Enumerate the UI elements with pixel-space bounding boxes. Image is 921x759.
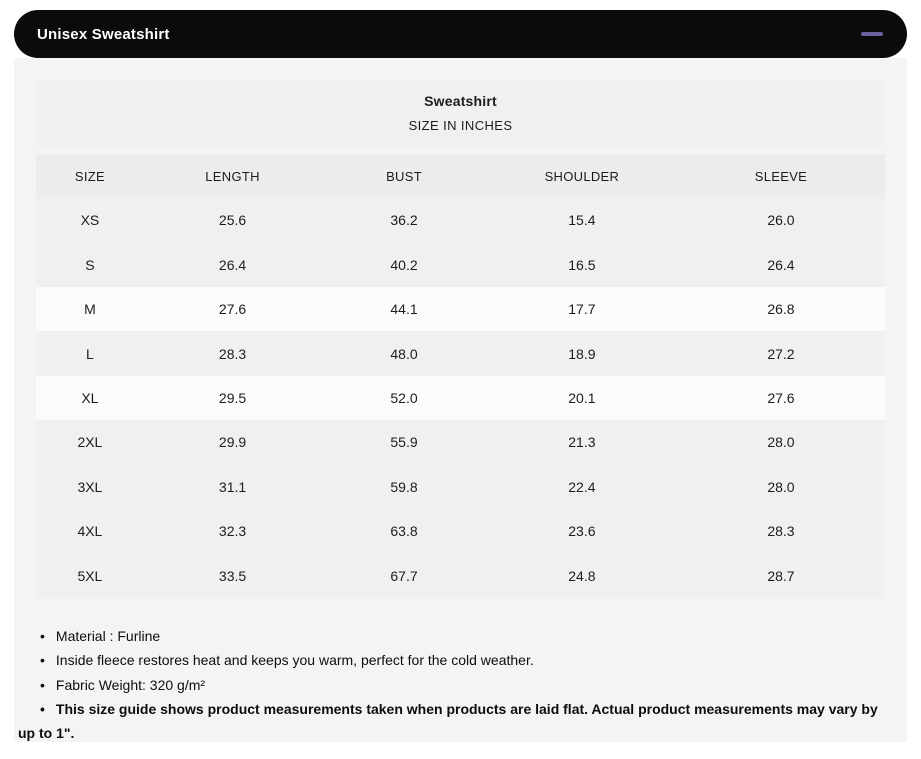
- bust-cell: 48.0: [390, 345, 418, 362]
- sleeve-cell: 27.6: [767, 389, 795, 406]
- sleeve-cell: 28.7: [767, 567, 795, 584]
- note-item: • This size guide shows product measureme…: [18, 697, 893, 746]
- length-cell: 31.1: [218, 478, 247, 495]
- sleeve-cell: 27.2: [767, 345, 795, 362]
- table-row: 4XL 32.3 63.8 23.6 28.3: [36, 509, 885, 554]
- shoulder-cell: 23.6: [568, 523, 596, 540]
- table-row: 2XL 29.9 55.9 21.3 28.0: [36, 420, 885, 465]
- length-cell: 28.3: [218, 345, 247, 362]
- shoulder-cell: 22.4: [568, 478, 596, 495]
- sleeve-cell: 26.4: [767, 256, 795, 273]
- table-row: 3XL 31.1 59.8 22.4 28.0: [36, 464, 885, 510]
- length-cell: 32.3: [218, 523, 247, 540]
- length-cell: 27.6: [218, 301, 247, 318]
- table-row: M 27.6 44.1 17.7 26.8: [36, 286, 885, 332]
- column-header-length: LENGTH: [205, 168, 260, 184]
- sleeve-cell: 28.3: [767, 523, 795, 540]
- size-cell: S: [85, 256, 95, 273]
- length-cell: 29.9: [218, 434, 247, 451]
- table-row: S 26.4 40.2 16.5 26.4: [36, 242, 885, 287]
- bust-cell: 55.9: [390, 434, 418, 451]
- shoulder-cell: 18.9: [568, 345, 596, 362]
- note-text: Fabric Weight: 320 g/m²: [55, 676, 206, 693]
- length-cell: 29.5: [218, 389, 247, 406]
- bullet-icon: •: [40, 700, 45, 717]
- size-chart-table: Sweatshirt SIZE IN INCHES SIZE LENGTH BU…: [36, 80, 885, 598]
- size-cell: 4XL: [77, 523, 103, 540]
- minus-icon: [861, 32, 883, 36]
- length-cell: 25.6: [218, 212, 247, 229]
- bust-cell: 36.2: [390, 212, 418, 229]
- size-cell: 5XL: [77, 567, 103, 584]
- bust-cell: 44.1: [390, 301, 418, 318]
- note-item: • Material : Furline: [18, 624, 893, 648]
- column-header-shoulder: SHOULDER: [544, 168, 620, 184]
- sleeve-cell: 26.8: [767, 301, 795, 318]
- column-header-bust: BUST: [386, 168, 422, 184]
- bullet-icon: •: [40, 652, 45, 669]
- table-body: XS 25.6 36.2 15.4 26.0 S 26.4 40.2 16.5 …: [36, 198, 885, 598]
- size-cell: L: [86, 345, 94, 362]
- collapse-button[interactable]: [857, 19, 887, 49]
- table-row: XS 25.6 36.2 15.4 26.0: [36, 198, 885, 243]
- table-title: Sweatshirt: [424, 93, 497, 109]
- table-header-row: SIZE LENGTH BUST SHOULDER SLEEVE: [36, 154, 885, 198]
- size-cell: M: [84, 301, 96, 318]
- note-text: Material : Furline: [55, 627, 161, 644]
- shoulder-cell: 17.7: [568, 301, 596, 318]
- shoulder-cell: 16.5: [568, 256, 596, 273]
- column-header-sleeve: SLEEVE: [754, 168, 808, 184]
- size-cell: 2XL: [77, 434, 103, 451]
- bust-cell: 67.7: [390, 567, 418, 584]
- size-cell: XL: [81, 389, 99, 406]
- accordion-header-unisex-sweatshirt[interactable]: Unisex Sweatshirt: [14, 10, 907, 58]
- bullet-icon: •: [40, 676, 45, 693]
- note-item: • Fabric Weight: 320 g/m²: [18, 673, 893, 697]
- table-subtitle: SIZE IN INCHES: [408, 118, 513, 133]
- table-caption: Sweatshirt SIZE IN INCHES: [36, 80, 885, 146]
- shoulder-cell: 15.4: [568, 212, 596, 229]
- product-notes: • Material : Furline • Inside fleece restor…: [18, 624, 893, 745]
- sleeve-cell: 28.0: [767, 478, 795, 495]
- sleeve-cell: 26.0: [767, 212, 795, 229]
- length-cell: 33.5: [218, 567, 247, 584]
- bullet-icon: •: [40, 627, 45, 644]
- size-cell: XS: [80, 212, 100, 229]
- column-header-size: SIZE: [74, 168, 105, 184]
- note-text: This size guide shows product measuremen…: [18, 700, 878, 742]
- accordion-title: Unisex Sweatshirt: [37, 25, 170, 43]
- length-cell: 26.4: [218, 256, 247, 273]
- note-text: Inside fleece restores heat and keeps yo…: [55, 652, 534, 669]
- size-cell: 3XL: [77, 478, 103, 495]
- sleeve-cell: 28.0: [767, 434, 795, 451]
- table-row: 5XL 33.5 67.7 24.8 28.7: [36, 553, 885, 598]
- table-row: XL 29.5 52.0 20.1 27.6: [36, 375, 885, 421]
- shoulder-cell: 24.8: [568, 567, 596, 584]
- bust-cell: 40.2: [390, 256, 418, 273]
- bust-cell: 63.8: [390, 523, 418, 540]
- shoulder-cell: 20.1: [568, 389, 596, 406]
- shoulder-cell: 21.3: [568, 434, 596, 451]
- bust-cell: 59.8: [390, 478, 418, 495]
- note-item: • Inside fleece restores heat and keeps y…: [18, 648, 893, 672]
- bust-cell: 52.0: [390, 389, 418, 406]
- table-row: L 28.3 48.0 18.9 27.2: [36, 331, 885, 376]
- size-guide-panel: Sweatshirt SIZE IN INCHES SIZE LENGTH BU…: [14, 58, 907, 742]
